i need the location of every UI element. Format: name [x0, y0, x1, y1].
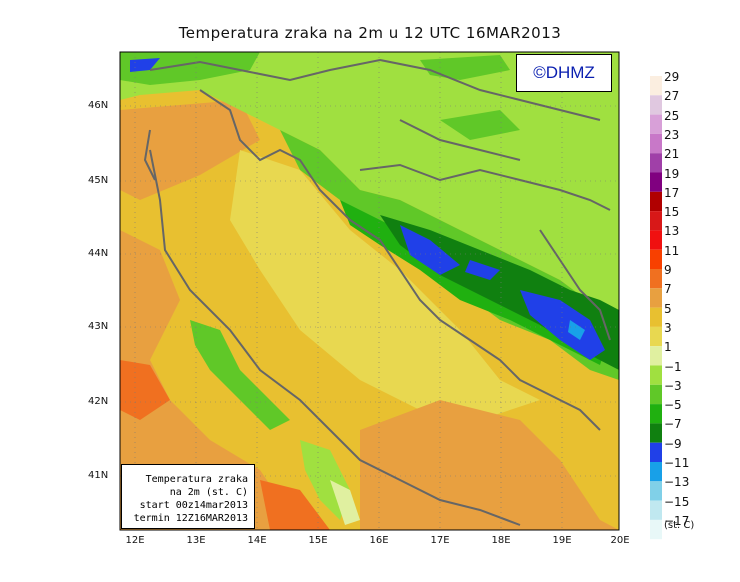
legend-label: 25 — [664, 108, 680, 123]
lon-label: 16E — [369, 535, 389, 546]
legend-swatch — [650, 442, 662, 462]
lat-label: 45N — [88, 175, 109, 186]
legend-swatch — [650, 519, 662, 540]
legend-swatch — [650, 404, 662, 424]
lon-label: 12E — [125, 535, 145, 546]
legend-label: −1 — [664, 359, 682, 374]
legend-label: 1 — [664, 340, 672, 355]
map-frame — [119, 51, 620, 531]
legend-label: 27 — [664, 89, 680, 104]
legend-unit: (st. C) — [664, 520, 695, 531]
legend-swatch — [650, 249, 662, 269]
legend-label: 13 — [664, 224, 680, 239]
legend-label: 23 — [664, 127, 680, 142]
info-line-3: start 00z14mar2013 — [139, 500, 248, 511]
legend-swatch — [650, 114, 662, 134]
legend-label: 7 — [664, 282, 672, 297]
dhmz-logo: ©DHMZ — [516, 54, 612, 92]
map-title: Temperatura zraka na 2m u 12 UTC 16MAR20… — [178, 24, 562, 42]
legend-colorbar — [650, 76, 662, 540]
legend-swatch — [650, 269, 662, 289]
temperature-field — [120, 52, 619, 530]
legend-swatch — [650, 481, 662, 501]
info-line-2: na 2m (st. C) — [169, 487, 248, 498]
legend-swatch — [650, 95, 662, 115]
legend-label: 21 — [664, 147, 680, 162]
lat-label: 44N — [88, 248, 109, 259]
lat-label: 43N — [88, 321, 109, 332]
lat-label: 46N — [88, 100, 109, 111]
legend-label: −7 — [664, 417, 682, 432]
legend-label: 15 — [664, 205, 680, 220]
legend-swatch — [650, 211, 662, 231]
lon-label: 17E — [430, 535, 450, 546]
legend-swatch — [650, 326, 662, 347]
legend-swatch — [650, 172, 662, 192]
info-box: Temperatura zraka na 2m (st. C) start 00… — [121, 464, 255, 529]
legend-label: −11 — [664, 456, 690, 470]
legend-label: −9 — [664, 436, 682, 451]
legend-swatch — [650, 500, 662, 520]
legend-swatch — [650, 307, 662, 327]
lon-label: 20E — [610, 535, 630, 546]
legend-label: 17 — [664, 185, 680, 200]
legend-swatch — [650, 76, 662, 96]
legend-swatch — [650, 133, 662, 154]
legend-label: 9 — [664, 263, 672, 277]
legend-label: 5 — [664, 301, 672, 316]
lon-label: 18E — [491, 535, 511, 546]
legend-label: 3 — [664, 320, 672, 335]
lon-label: 15E — [308, 535, 328, 546]
legend-label: 11 — [664, 243, 680, 258]
legend-swatch — [650, 384, 662, 405]
legend-label: −13 — [664, 475, 690, 490]
lon-label: 19E — [552, 535, 572, 546]
lon-label: 13E — [186, 535, 206, 546]
legend-label: −5 — [664, 398, 682, 413]
legend-swatch — [650, 462, 662, 482]
legend-label: −17 — [664, 513, 690, 528]
legend-swatch — [650, 153, 662, 173]
legend-label: 19 — [664, 166, 680, 181]
legend-swatch — [650, 423, 662, 443]
info-line-1: Temperatura zraka — [145, 474, 248, 485]
legend-label: −15 — [664, 494, 690, 509]
legend-swatch — [650, 346, 662, 366]
legend-swatch — [650, 288, 662, 308]
legend-label: −3 — [664, 378, 682, 393]
lat-label: 42N — [88, 396, 109, 407]
legend-swatch — [650, 191, 662, 212]
lat-label: 41N — [88, 470, 109, 481]
info-line-4: termin 12Z16MAR2013 — [133, 513, 248, 524]
legend-label: 29 — [664, 70, 680, 84]
legend-swatch — [650, 230, 662, 250]
lon-label: 14E — [247, 535, 267, 546]
legend-swatch — [650, 365, 662, 385]
